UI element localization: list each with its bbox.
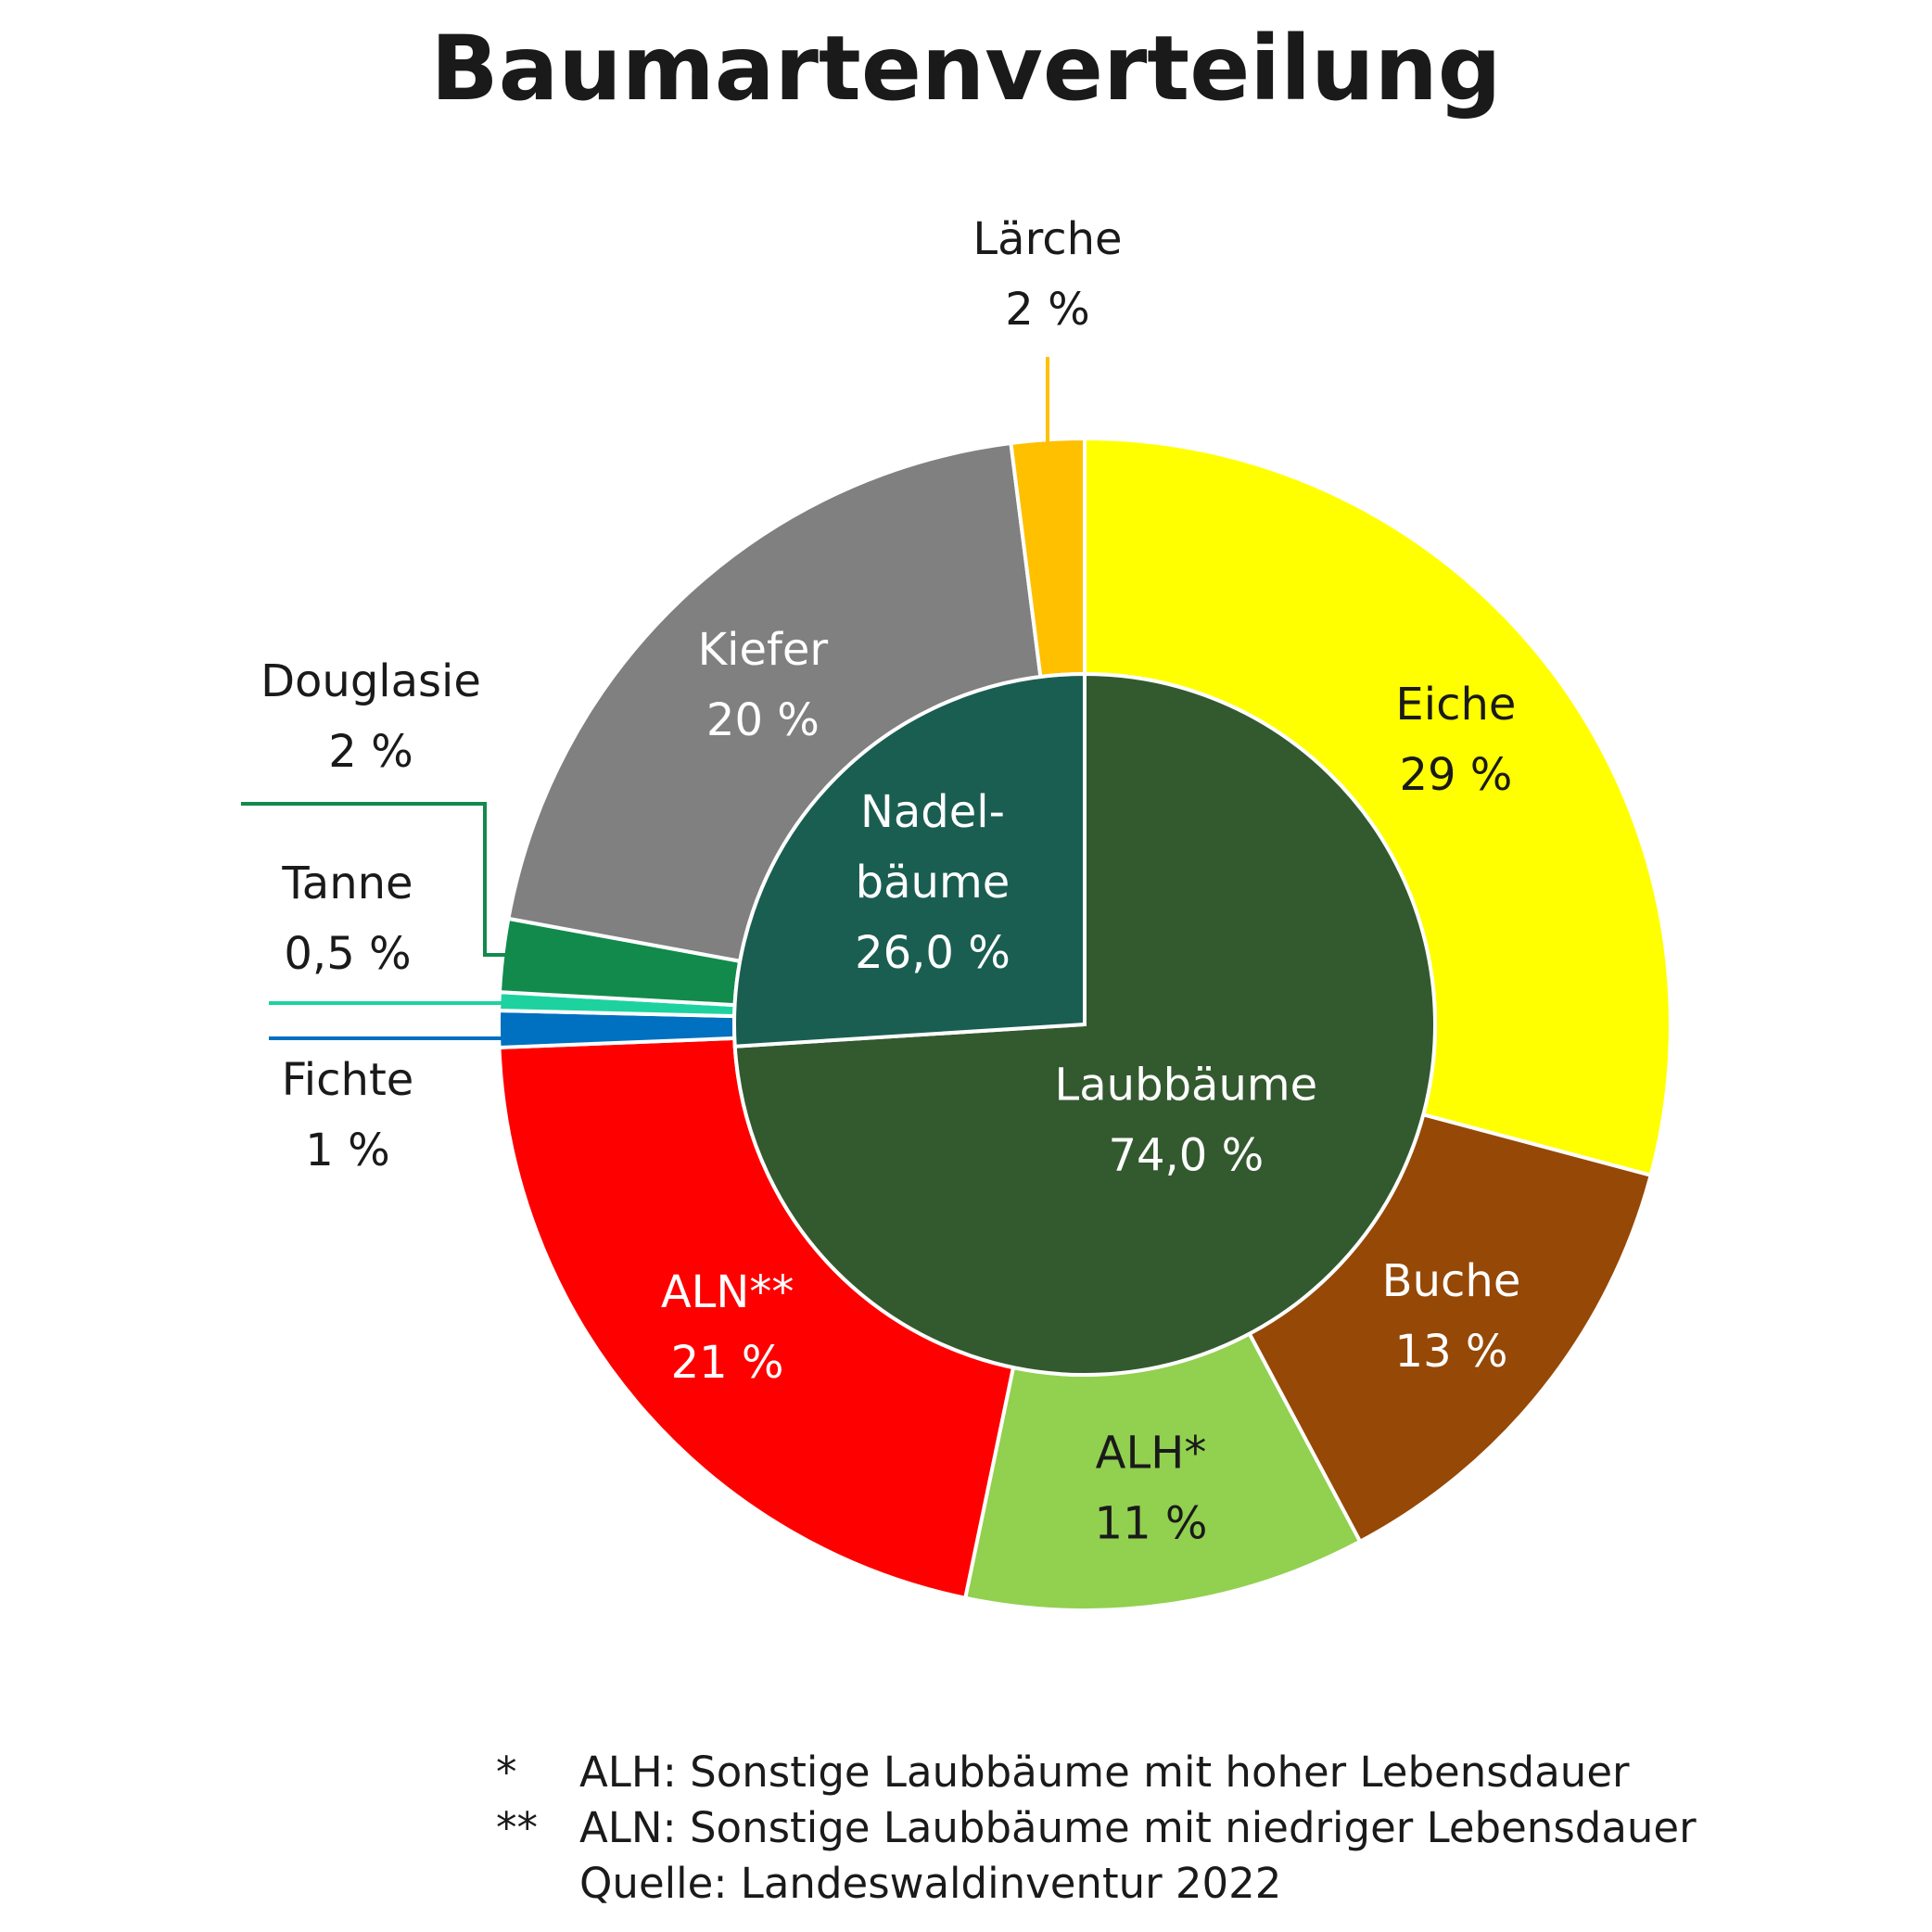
leader-lines (241, 357, 1049, 1040)
footnote-text: ALH: Sonstige Laubbäume mit hoher Lebens… (579, 1748, 1630, 1797)
label-eiche: Eiche 29 % (1395, 679, 1516, 801)
label-douglasie: Douglasie 2 % (261, 655, 481, 778)
label-fichte: Fichte 1 % (282, 1054, 414, 1176)
footnote-text: Quelle: Landeswaldinventur 2022 (579, 1859, 1282, 1908)
label-aln: ALN** 21 % (661, 1266, 794, 1389)
inner-pie (732, 671, 1437, 1377)
chart-title: Baumartenverteilung (430, 17, 1502, 121)
label-alh: ALH* 11 % (1095, 1428, 1208, 1550)
footnote-text: ALN: Sonstige Laubbäume mit niedriger Le… (579, 1803, 1697, 1852)
label-nadel: Nadel-bäume 26,0 % (855, 786, 1010, 979)
label-tanne: Tanne 0,5 % (281, 858, 413, 980)
footnote-mark: * (496, 1748, 517, 1797)
footnote-alh: * ALH: Sonstige Laubbäume mit hoher Lebe… (496, 1745, 1697, 1800)
label-lärche: Lärche 2 % (972, 213, 1122, 336)
footnote-aln: ** ALN: Sonstige Laubbäume mit niedriger… (496, 1800, 1697, 1856)
footnote-mark: ** (496, 1803, 538, 1852)
slice-nadel (732, 671, 1087, 1049)
footnote-mark (496, 1856, 579, 1912)
label-laubbäume: Laubbäume 74,0 % (1055, 1059, 1318, 1181)
footnote-source: Quelle: Landeswaldinventur 2022 (496, 1856, 1697, 1912)
leader-line-douglasie (241, 802, 508, 957)
label-kiefer: Kiefer 20 % (698, 624, 829, 746)
slice-labels: Laubbäume 74,0 % Nadel-bäume 26,0 % Eiche 29 … (261, 213, 1520, 1550)
label-buche: Buche 13 % (1382, 1255, 1521, 1378)
footnotes: * ALH: Sonstige Laubbäume mit hoher Lebe… (496, 1745, 1697, 1912)
